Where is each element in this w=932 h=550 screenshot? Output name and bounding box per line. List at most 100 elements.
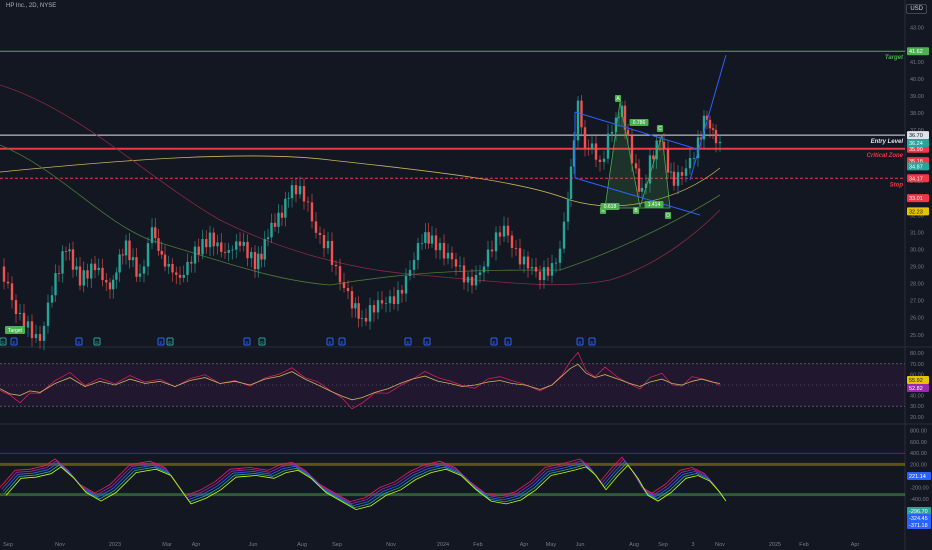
candle-body [372, 305, 376, 313]
price-tick: 29.00 [910, 265, 924, 271]
osc-line [5, 464, 727, 511]
osc-value-text: -296.70 [909, 509, 928, 515]
candle-body [193, 246, 197, 264]
candle-body [78, 266, 82, 286]
pattern-label-box [644, 201, 664, 208]
pattern-label: X [601, 208, 605, 214]
candle-body [124, 240, 128, 256]
candle-body [490, 249, 494, 252]
event-marker [338, 337, 346, 346]
osc-tick: 600.00 [910, 440, 927, 446]
price-tick: 26.00 [910, 316, 924, 322]
price-tick: 39.00 [910, 94, 924, 100]
candle-body [64, 251, 68, 253]
candle-body [380, 300, 384, 304]
candle-body [718, 141, 722, 144]
pattern-label: C [658, 126, 662, 132]
candle-body [68, 249, 71, 252]
ma-red-line [0, 84, 721, 286]
candle-body [569, 166, 573, 199]
event-marker [10, 337, 18, 346]
osc-value-tag [907, 472, 931, 480]
candle-body [554, 262, 558, 264]
candle-body [680, 172, 684, 176]
candle-body [42, 325, 46, 341]
candle-body [334, 264, 338, 267]
channel-line [574, 111, 701, 151]
time-tick: Mar [162, 542, 172, 548]
event-marker-label: E [340, 340, 343, 345]
candle-body [223, 251, 227, 253]
osc-tick: 200.00 [910, 463, 927, 469]
candle-body [61, 251, 64, 274]
price-tick: 32.00 [910, 213, 924, 219]
candle-body [260, 253, 263, 260]
candle-body [322, 235, 326, 249]
event-marker [326, 337, 334, 346]
event-marker-label: E [492, 340, 495, 345]
event-marker [93, 337, 101, 346]
candle-body [692, 158, 696, 159]
osc-tick: 400.00 [910, 451, 927, 457]
candle-body [368, 305, 372, 322]
candle-body [357, 303, 360, 319]
candle-body [714, 129, 718, 144]
candle-body [424, 232, 427, 243]
price-tick: 38.00 [910, 111, 924, 117]
candle-body [546, 267, 550, 276]
candle-body [6, 281, 10, 284]
event-marker-label: D [168, 340, 172, 345]
candle-body [101, 267, 104, 281]
candle-body [135, 257, 138, 277]
candle-body [534, 266, 538, 272]
event-marker [404, 337, 412, 346]
event-marker [75, 337, 83, 346]
harmonic-pattern [604, 101, 671, 209]
pattern-label: 0.618 [604, 204, 617, 210]
candle-body [626, 129, 630, 136]
rsi-tick: 20.00 [910, 415, 924, 421]
price-tag [907, 194, 929, 203]
candle-body [416, 243, 420, 260]
candle-body [326, 240, 330, 249]
candle-body [652, 155, 655, 160]
candle-body [350, 291, 354, 309]
event-marker [423, 337, 431, 346]
candle-body [587, 148, 590, 149]
event-marker [166, 337, 174, 346]
candle-body [175, 272, 178, 275]
candle-body [108, 282, 112, 290]
oscillator-pane: 221.14 -296.70-324.45-371.18 [0, 452, 931, 529]
event-marker-label: E [506, 340, 509, 345]
candle-body [338, 266, 342, 283]
price-tick: 41.00 [910, 60, 924, 66]
currency-button[interactable]: USD [906, 4, 927, 14]
price-tick: 28.00 [910, 282, 924, 288]
candle-body [576, 100, 580, 141]
annotation-label: Target [8, 328, 23, 334]
time-axis: Sep Nov 2023 Mar Apr Jun Aug Sep Nov 2024 Feb Apr Ma… [3, 542, 859, 548]
candle-body [672, 171, 676, 186]
candle-body [178, 274, 182, 278]
candle-body [518, 248, 522, 265]
ma-green-line [0, 144, 721, 286]
candle-body [486, 249, 490, 267]
event-marker [504, 337, 512, 346]
event-marker-label: E [328, 340, 331, 345]
candle-body [138, 273, 142, 277]
candle-body [446, 252, 450, 259]
candle-body [294, 185, 298, 195]
candle-body [640, 187, 644, 192]
event-marker [490, 337, 498, 346]
event-marker-label: E [77, 340, 80, 345]
projection-line [689, 54, 727, 181]
event-marker-label: E [406, 340, 409, 345]
candle-body [50, 295, 54, 303]
candle-body [131, 257, 135, 261]
time-tick: 2023 [109, 542, 121, 548]
candle-body [75, 266, 78, 270]
osc-zone-bottom [0, 493, 905, 497]
candle-body [711, 128, 715, 130]
candle-body [190, 261, 193, 264]
